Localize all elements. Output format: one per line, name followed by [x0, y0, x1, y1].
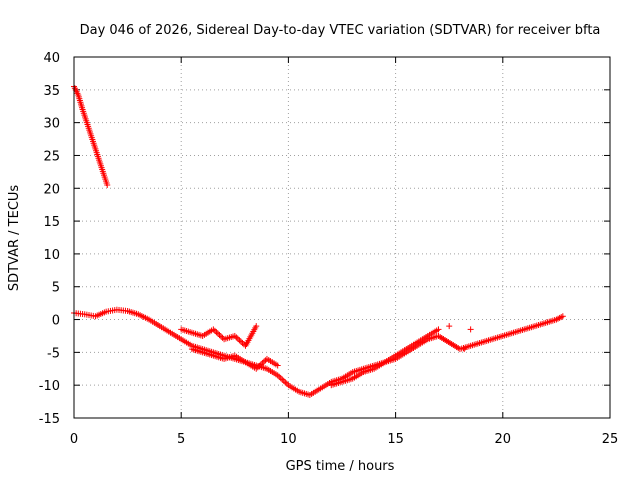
- x-tick-label: 10: [280, 432, 297, 447]
- data-point: [467, 326, 474, 333]
- y-tick-label: 40: [43, 51, 60, 66]
- chart-title: Day 046 of 2026, Sidereal Day-to-day VTE…: [80, 23, 601, 38]
- y-tick-label: 0: [52, 314, 60, 329]
- data-point: [435, 326, 442, 333]
- y-tick-label: -10: [39, 379, 60, 394]
- axes: 0 5 10 15 20 25 -15 -10 -5 0 5 10 15 20 25 30 35 40: [39, 51, 619, 447]
- data-point: [274, 362, 281, 369]
- x-tick-label: 0: [70, 432, 78, 447]
- y-tick-label: 20: [43, 182, 60, 197]
- grid-lines: [74, 57, 610, 418]
- y-tick-label: 5: [52, 281, 60, 296]
- data-point: [253, 323, 260, 330]
- y-tick-label: -5: [47, 346, 60, 361]
- x-tick-label: 20: [495, 432, 512, 447]
- y-tick-label: 30: [43, 117, 60, 132]
- y-tick-label: 35: [43, 84, 60, 99]
- y-tick-label: 25: [43, 149, 60, 164]
- data-point: [446, 323, 453, 330]
- y-tick-label: -15: [39, 412, 60, 427]
- y-tick-label: 10: [43, 248, 60, 263]
- x-tick-label: 25: [602, 432, 619, 447]
- plot-border: [73, 56, 611, 419]
- plot-frame: [73, 56, 611, 419]
- x-tick-label: 15: [387, 432, 404, 447]
- x-tick-label: 5: [177, 432, 185, 447]
- y-tick-label: 15: [43, 215, 60, 230]
- x-axis-label: GPS time / hours: [286, 459, 395, 474]
- data-point: [559, 313, 566, 320]
- y-axis-label: SDTVAR / TECUs: [7, 185, 22, 292]
- data-point: [104, 181, 111, 188]
- data-point: [461, 346, 468, 353]
